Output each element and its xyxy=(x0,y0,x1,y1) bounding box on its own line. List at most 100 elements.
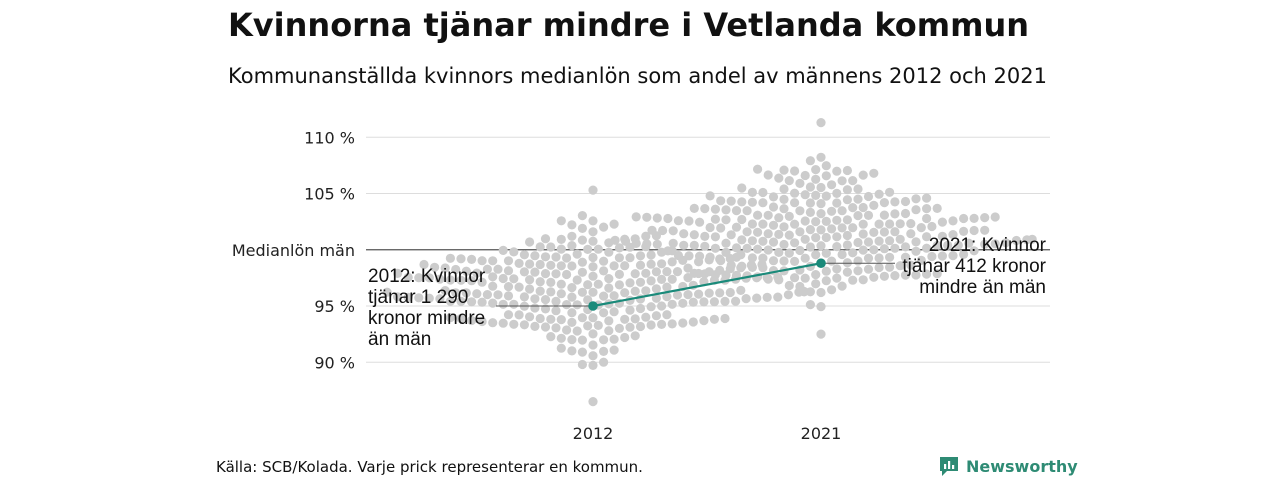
annotation-line: än män xyxy=(368,329,431,350)
municipality-dot xyxy=(588,340,598,350)
municipality-dot xyxy=(758,263,768,273)
municipality-dot xyxy=(816,241,826,251)
highlight-point-2012 xyxy=(588,301,598,311)
municipality-dot xyxy=(614,280,625,290)
municipality-dot xyxy=(609,261,619,271)
municipality-dot xyxy=(753,227,763,237)
municipality-dot xyxy=(742,227,752,237)
municipality-dot xyxy=(488,272,498,282)
municipality-dot xyxy=(700,204,710,214)
municipality-dot xyxy=(556,289,566,299)
municipality-dot xyxy=(567,220,577,230)
municipality-dot xyxy=(562,269,572,280)
brand-name: Newsworthy xyxy=(966,456,1078,476)
municipality-dot xyxy=(922,193,932,203)
municipality-dot xyxy=(842,267,853,277)
municipality-dot xyxy=(721,270,731,280)
municipality-dot xyxy=(488,256,498,266)
municipality-dot xyxy=(667,299,677,309)
municipality-dot xyxy=(540,304,551,314)
municipality-dot xyxy=(720,313,730,324)
municipality-dot xyxy=(783,290,794,300)
municipality-dot xyxy=(530,303,540,313)
municipality-dot xyxy=(837,249,847,260)
y-tick-label: 95 % xyxy=(314,297,355,316)
municipality-dot xyxy=(672,290,683,300)
municipality-dot xyxy=(620,314,630,324)
municipality-dot xyxy=(493,264,503,274)
municipality-dot xyxy=(503,266,514,276)
municipality-dot xyxy=(858,245,868,255)
municipality-dot xyxy=(683,290,693,300)
municipality-dot xyxy=(604,326,614,336)
municipality-dot xyxy=(609,291,619,301)
municipality-dot xyxy=(869,168,879,178)
municipality-dot xyxy=(932,269,942,279)
municipality-dot xyxy=(477,277,487,287)
municipality-dot xyxy=(790,198,800,208)
municipality-dot xyxy=(583,244,593,254)
municipality-dot xyxy=(599,346,609,356)
municipality-dot xyxy=(863,210,874,220)
municipality-dot xyxy=(885,187,895,197)
municipality-dot xyxy=(721,238,731,248)
municipality-dot xyxy=(588,216,598,226)
municipality-dot xyxy=(795,245,805,256)
municipality-dot xyxy=(763,245,773,255)
municipality-dot xyxy=(667,319,677,329)
municipality-dot xyxy=(614,323,625,333)
municipality-dot xyxy=(774,213,784,223)
municipality-dot xyxy=(451,264,461,275)
municipality-dot xyxy=(726,260,736,270)
municipality-dot xyxy=(753,244,763,254)
municipality-dot xyxy=(885,262,895,272)
municipality-dot xyxy=(811,270,821,280)
municipality-dot xyxy=(567,261,577,271)
municipality-dot xyxy=(731,296,741,306)
municipality-dot xyxy=(663,213,673,224)
municipality-dot xyxy=(932,203,942,213)
municipality-dot xyxy=(414,273,424,283)
municipality-dot xyxy=(658,225,668,236)
y-tick-label: 90 % xyxy=(314,353,355,372)
municipality-dot xyxy=(858,170,868,180)
municipality-dot xyxy=(710,214,721,224)
municipality-dot xyxy=(695,217,705,227)
municipality-dot xyxy=(567,335,577,345)
municipality-dot xyxy=(635,303,646,314)
municipality-dot xyxy=(811,279,821,289)
municipality-dot xyxy=(599,256,609,266)
municipality-dot xyxy=(747,253,758,263)
municipality-dot xyxy=(456,275,466,285)
municipality-dot xyxy=(842,165,853,176)
municipality-dot xyxy=(514,258,524,268)
municipality-dot xyxy=(609,345,619,355)
municipality-dot xyxy=(546,277,556,287)
municipality-dot xyxy=(498,273,508,284)
municipality-dot xyxy=(869,200,879,210)
municipality-dot xyxy=(858,202,868,213)
municipality-dot xyxy=(737,261,747,271)
municipality-dot xyxy=(684,216,694,226)
municipality-dot xyxy=(758,236,768,246)
municipality-dot xyxy=(779,194,789,204)
municipality-dot xyxy=(668,226,678,236)
municipality-dot xyxy=(509,299,519,309)
annotation-2021: 2021: Kvinnor tjänar 412 kronor mindre än … xyxy=(902,235,1046,298)
municipality-dot xyxy=(588,397,598,407)
municipality-dot xyxy=(641,286,651,296)
municipality-dot xyxy=(599,266,609,276)
municipality-dot xyxy=(842,195,853,205)
municipality-dot xyxy=(562,325,572,335)
municipality-dot xyxy=(621,236,631,246)
municipality-dot xyxy=(546,287,556,297)
municipality-dot xyxy=(832,198,842,208)
municipality-dot xyxy=(456,254,466,264)
municipality-dot xyxy=(642,212,652,222)
municipality-dot xyxy=(577,267,588,277)
municipality-dot xyxy=(747,236,758,246)
municipality-dot xyxy=(900,196,911,207)
municipality-dot xyxy=(514,310,524,320)
municipality-dot xyxy=(969,246,979,256)
municipality-dot xyxy=(588,227,598,237)
